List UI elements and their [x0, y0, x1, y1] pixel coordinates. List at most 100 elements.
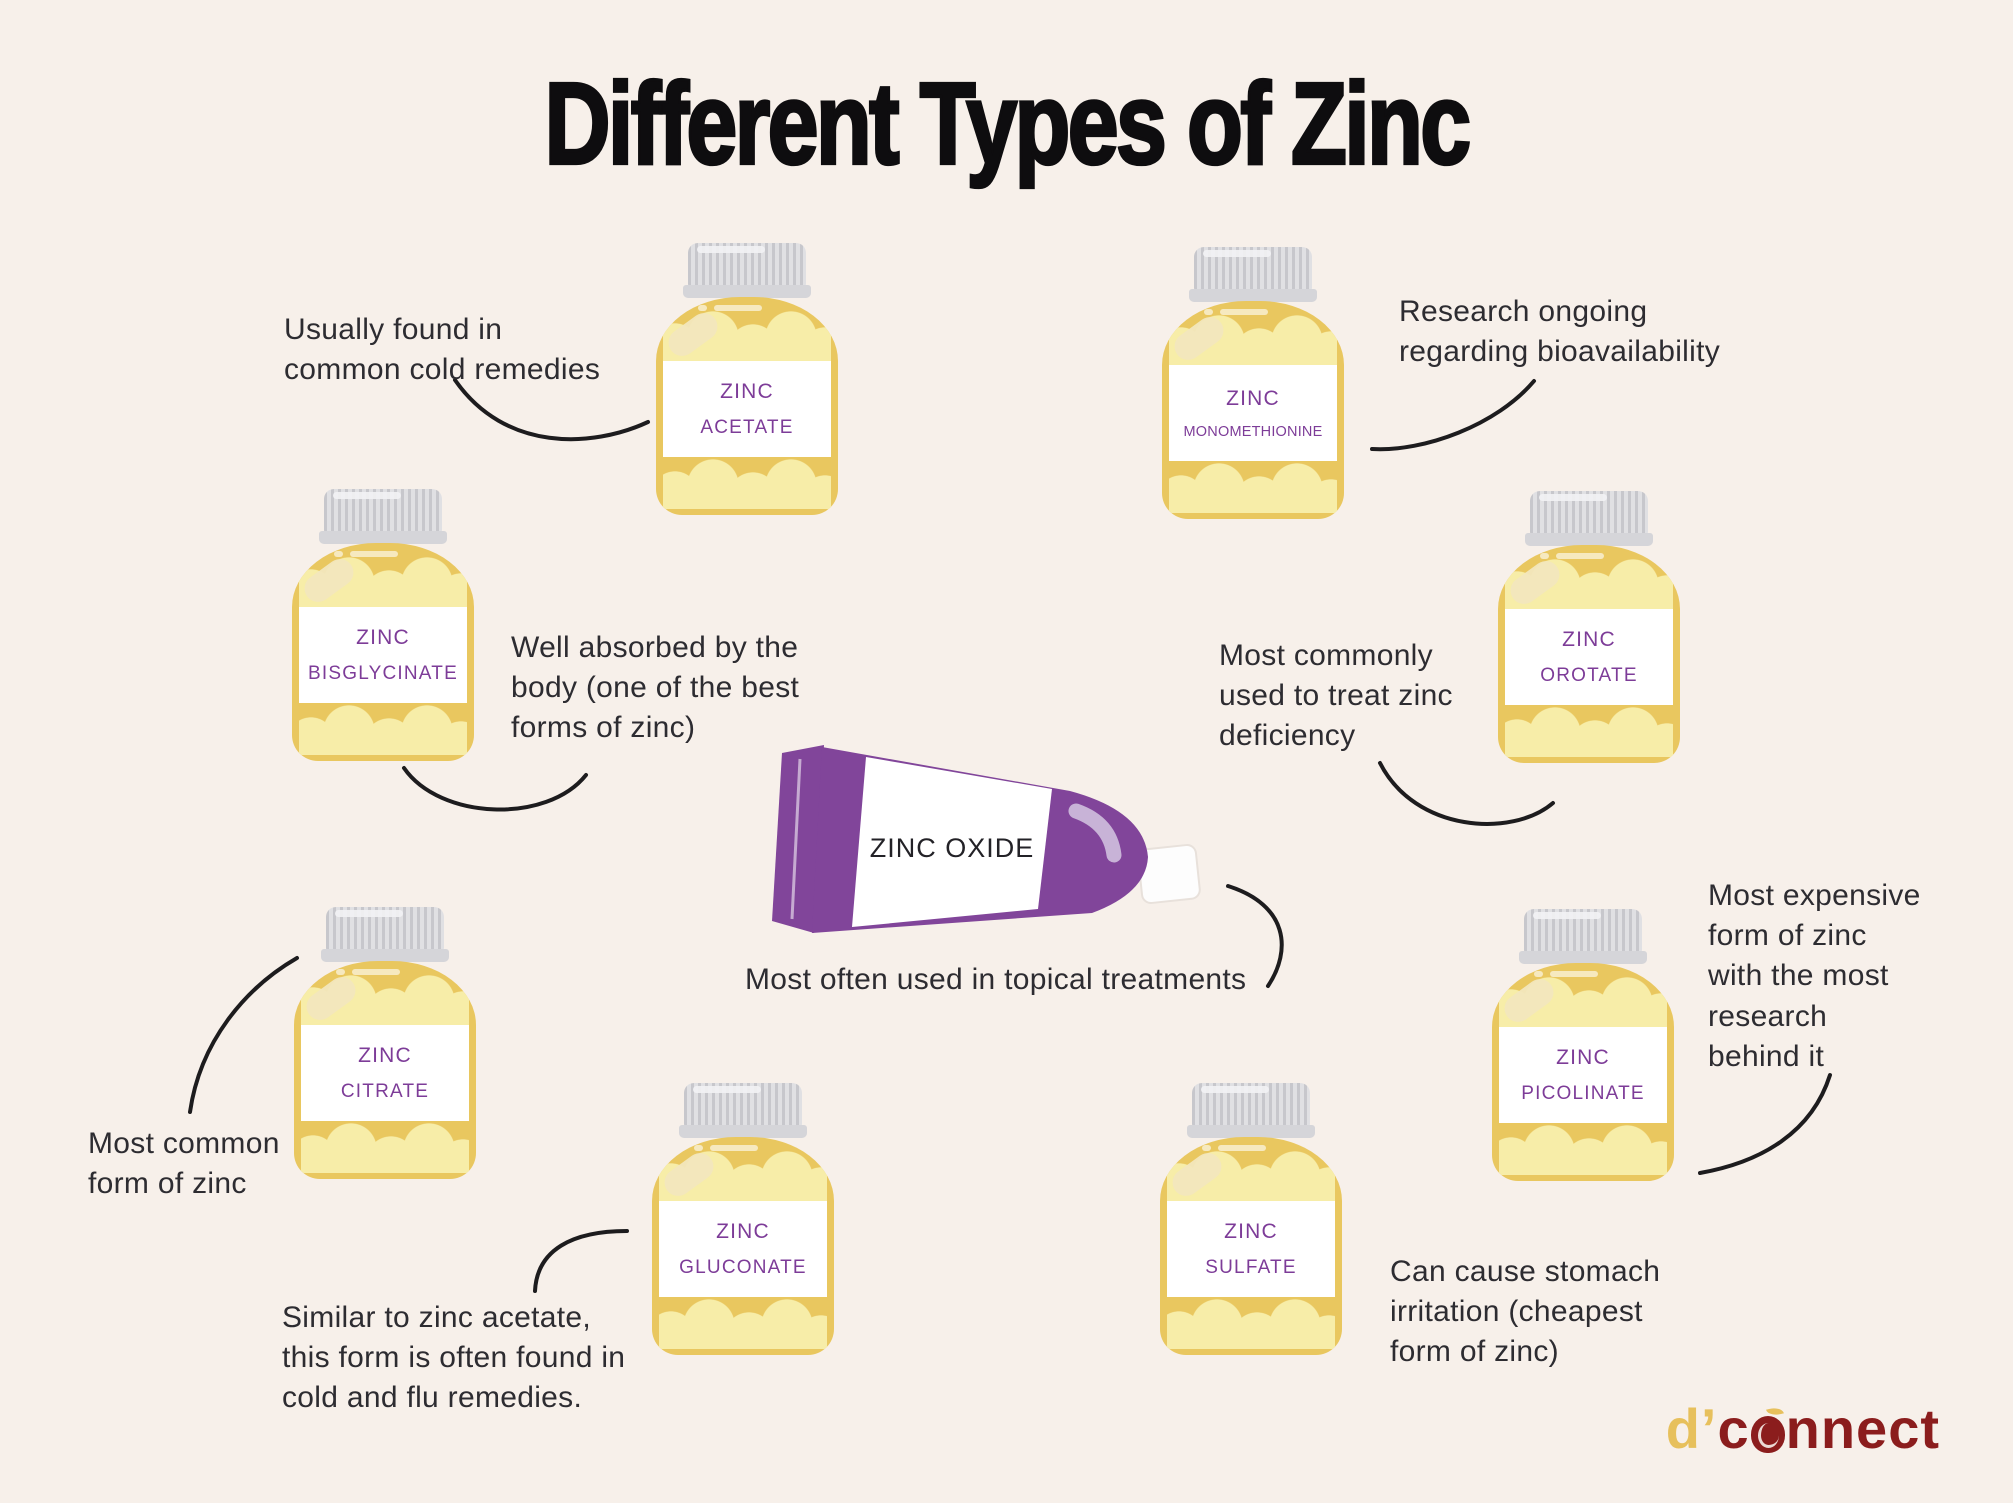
pills: [1169, 463, 1337, 513]
bottle-label-line1: ZINC: [1562, 627, 1616, 651]
pills: [663, 459, 831, 509]
bottle-label: ZINC GLUCONATE: [659, 1201, 827, 1297]
bottle-zinc-orotate: ZINC OROTATE: [1498, 491, 1680, 763]
logo-suffix: nnect: [1785, 1397, 1940, 1460]
bottle-cap-rim: [1189, 289, 1317, 302]
bottle-label: ZINC BISGLYCINATE: [299, 607, 467, 703]
bottle-body: ZINC ACETATE: [656, 297, 838, 515]
bottle-zinc-citrate: ZINC CITRATE: [294, 907, 476, 1179]
connector-orotate: [1378, 761, 1555, 826]
bottle-cap-rim: [683, 285, 811, 298]
note-zinc-orotate: Most commonly used to treat zinc deficie…: [1219, 639, 1453, 753]
tube-label: [852, 757, 1052, 927]
bottle-label-line1: ZINC: [716, 1219, 770, 1243]
bottle-cap-rim: [1187, 1125, 1315, 1138]
gloss-highlight: [710, 1145, 758, 1151]
bottle-body: ZINC PICOLINATE: [1492, 963, 1674, 1181]
gloss-highlight: [350, 551, 398, 557]
note-zinc-monomethionine: Research ongoing regarding bioavailabili…: [1399, 295, 1721, 369]
bottle-zinc-picolinate: ZINC PICOLINATE: [1492, 909, 1674, 1181]
dconnect-logo: d’c nnect: [1666, 1396, 1940, 1461]
bottle-body: ZINC OROTATE: [1498, 545, 1680, 763]
bottle-body: ZINC MONOMETHIONINE: [1162, 301, 1344, 519]
note-zinc-citrate: Most common form of zinc: [88, 1127, 280, 1201]
bottle-label-line2: CITRATE: [340, 1080, 430, 1102]
connector-monomethionine: [1370, 379, 1536, 452]
bottle-cap: [684, 1083, 802, 1127]
bottle-label-line2: MONOMETHIONINE: [1183, 423, 1323, 440]
bottle-label-line2: OROTATE: [1540, 664, 1638, 686]
bottle-cap-rim: [1525, 533, 1653, 546]
gloss-highlight: [698, 305, 707, 311]
bottle-label-line2: SULFATE: [1205, 1256, 1297, 1278]
bottle-label: ZINC PICOLINATE: [1499, 1027, 1667, 1123]
gloss-highlight: [694, 1145, 703, 1151]
bottle-cap: [324, 489, 442, 533]
tube-crimp-line: [790, 758, 802, 920]
bottle-label-line1: ZINC: [1226, 386, 1280, 410]
bottle-cap-rim: [319, 531, 447, 544]
bottle-label-line1: ZINC: [1556, 1045, 1610, 1069]
bottle-zinc-gluconate: ZINC GLUCONATE: [652, 1083, 834, 1355]
tube-label-text: ZINC OXIDE: [870, 833, 1035, 863]
gloss-highlight: [1218, 1145, 1266, 1151]
infographic-title: Different Types of Zinc: [543, 57, 1472, 190]
bottle-label: ZINC ACETATE: [663, 361, 831, 457]
gloss-highlight: [1556, 553, 1604, 559]
bottle-cap: [1524, 909, 1642, 953]
gloss-highlight: [1220, 309, 1268, 315]
apple-o-icon: [1750, 1416, 1785, 1453]
gloss-highlight: [336, 969, 345, 975]
connector-bisglycinate: [402, 766, 588, 812]
bottle-zinc-acetate: ZINC ACETATE: [656, 243, 838, 515]
bottle-label-line1: ZINC: [356, 625, 410, 649]
logo-c: c: [1717, 1397, 1750, 1460]
bottle-label-line1: ZINC: [358, 1043, 412, 1067]
bottle-cap: [1192, 1083, 1310, 1127]
tube-zinc-oxide: ZINC OXIDE: [766, 735, 1226, 970]
gloss-highlight: [714, 305, 762, 311]
note-zinc-bisglycinate: Well absorbed by the body (one of the be…: [511, 631, 800, 745]
note-zinc-oxide: Most often used in topical treatments: [745, 963, 1247, 996]
bottle-cap-rim: [679, 1125, 807, 1138]
bottle-cap: [1530, 491, 1648, 535]
tube-crimp-end: [772, 745, 824, 933]
logo-prefix: d’: [1665, 1397, 1718, 1460]
bottle-zinc-sulfate: ZINC SULFATE: [1160, 1083, 1342, 1355]
bottle-cap: [688, 243, 806, 287]
bottle-label-line1: ZINC: [720, 379, 774, 403]
connector-gluconate: [533, 1229, 629, 1293]
gloss-highlight: [1550, 971, 1598, 977]
bottle-label: ZINC MONOMETHIONINE: [1169, 365, 1337, 461]
gloss-highlight: [1202, 1145, 1211, 1151]
pills: [1167, 1299, 1335, 1349]
bottle-body: ZINC BISGLYCINATE: [292, 543, 474, 761]
bottle-cap: [1194, 247, 1312, 291]
bottle-label-line2: GLUCONATE: [679, 1256, 807, 1278]
bottle-label-line2: BISGLYCINATE: [308, 662, 458, 684]
bottle-label: ZINC CITRATE: [301, 1025, 469, 1121]
gloss-highlight: [1534, 971, 1543, 977]
bottle-label: ZINC SULFATE: [1167, 1201, 1335, 1297]
bottle-body: ZINC SULFATE: [1160, 1137, 1342, 1355]
connector-picolinate: [1698, 1073, 1832, 1175]
gloss-highlight: [1204, 309, 1213, 315]
note-zinc-gluconate: Similar to zinc acetate, this form is of…: [282, 1301, 626, 1415]
pills: [301, 1123, 469, 1173]
bottle-zinc-monomethionine: ZINC MONOMETHIONINE: [1162, 247, 1344, 519]
note-zinc-picolinate: Most expensive form of zinc with the mos…: [1708, 879, 1921, 1073]
pills: [659, 1299, 827, 1349]
tube-shine: [1068, 803, 1122, 863]
bottle-label-line2: ACETATE: [700, 416, 794, 438]
bottle-label: ZINC OROTATE: [1505, 609, 1673, 705]
pills: [1499, 1125, 1667, 1175]
bottle-label-line1: ZINC: [1224, 1219, 1278, 1243]
bottle-zinc-bisglycinate: ZINC BISGLYCINATE: [292, 489, 474, 761]
gloss-highlight: [334, 551, 343, 557]
connector-citrate: [188, 956, 299, 1114]
bottle-label-line2: PICOLINATE: [1521, 1082, 1645, 1104]
pills: [299, 705, 467, 755]
bottle-cap-rim: [321, 949, 449, 962]
bottle-cap: [326, 907, 444, 951]
bottle-body: ZINC GLUCONATE: [652, 1137, 834, 1355]
